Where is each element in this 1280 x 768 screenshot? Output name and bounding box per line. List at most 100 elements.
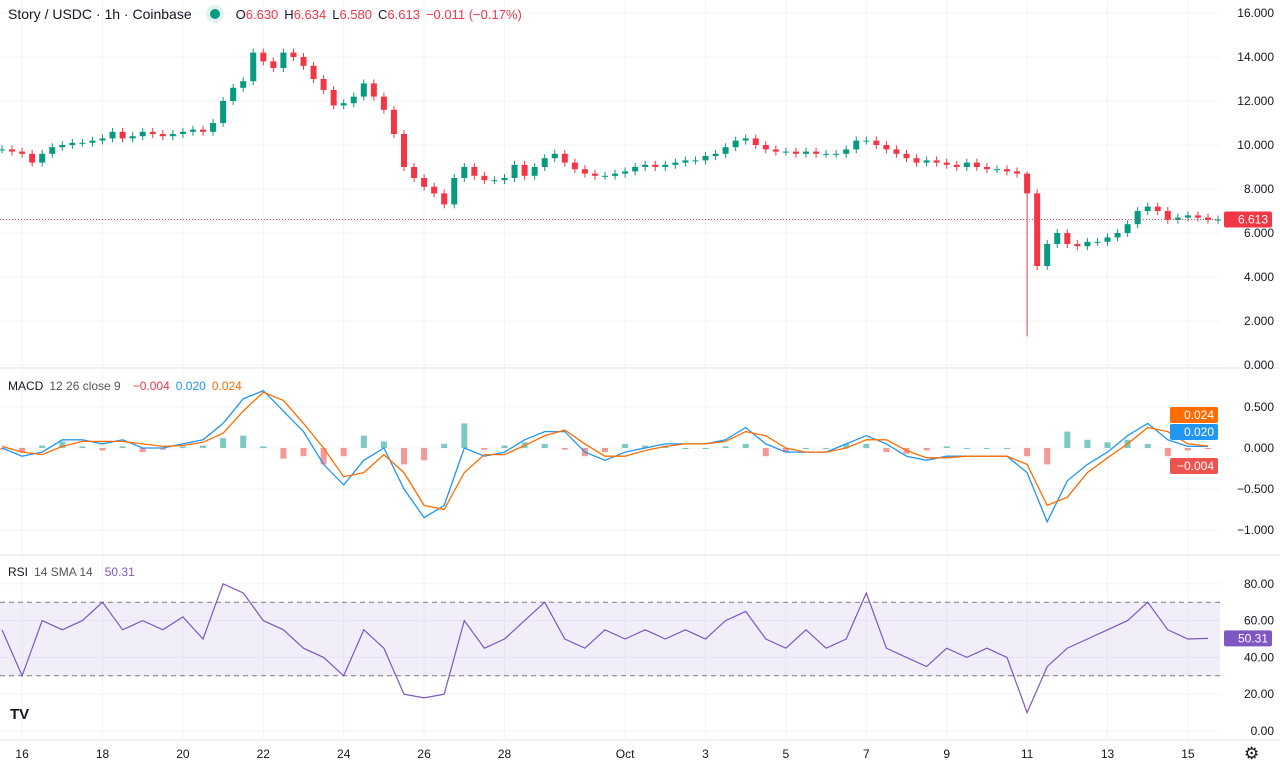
price-axis-tick-label: 14.000 [1237,50,1274,64]
macd-histogram-bar [943,446,950,448]
macd-histogram-bar [220,438,227,448]
gear-icon[interactable]: ⚙ [1244,744,1260,763]
candle-body [913,158,920,163]
macd-name: MACD [8,379,44,393]
macd-histogram-bar [702,448,709,449]
candles [0,48,1222,337]
candle-body [179,131,186,134]
candle-body [501,178,508,181]
price-axis-tick-label: 2.000 [1244,314,1274,328]
candle-body [541,158,548,167]
candle-body [813,151,820,154]
macd-histogram-bar [722,446,729,448]
x-tick-label: 20 [176,747,190,761]
x-tick-label: 26 [417,747,431,761]
macd-histogram-bar [622,443,629,448]
x-tick-label: 3 [702,747,709,761]
x-tick-label: 11 [1021,747,1034,761]
candle-body [109,131,116,139]
macd-histogram-bar [1205,448,1211,449]
candle-body [481,175,488,181]
price-axis-tick-label: 6.000 [1244,226,1274,240]
candle-body [9,149,16,152]
x-tick-label: 13 [1101,747,1115,761]
candle-body [742,138,749,141]
candle-body [340,103,347,106]
candle-body [461,167,468,178]
candle-body [350,96,357,104]
symbol-title[interactable]: Story / USDC · 1h · Coinbase [8,6,192,22]
candle-body [189,129,196,132]
macd-axis-tick-label: 0.500 [1244,400,1274,414]
macd-histogram-bar [461,423,468,448]
candle-body [792,151,799,154]
candle-body [782,151,789,153]
x-tick-label: 9 [943,747,950,761]
macd-badge [1170,424,1218,440]
candle-body [240,81,247,88]
macd-axis-tick-label: −0.500 [1237,482,1274,496]
rsi-axis-tick-label: 20.00 [1244,687,1274,701]
candle-body [260,52,267,62]
macd-histogram-bar [923,448,930,451]
candle-body [69,142,76,145]
macd-hist-value: −0.004 [132,379,170,393]
macd-axis-tick-label: −1.000 [1237,523,1274,537]
rsi-value: 50.31 [104,565,135,579]
candle-body [591,173,598,176]
signal-badge [1170,407,1218,423]
candle-body [79,142,86,144]
price-axis-tick-label: 4.000 [1244,270,1274,284]
rsi-badge-text: 50.31 [1238,631,1268,645]
candle-body [1094,241,1101,243]
macd-histogram-bar [1064,431,1071,448]
hist-badge [1170,458,1218,474]
candle-body [159,134,166,137]
macd-histogram-bar [59,441,66,448]
candle-body [943,162,950,165]
candle-body [1154,206,1161,211]
macd-histogram-bar [441,443,448,448]
macd-histogram-bar [602,448,608,453]
candle-body [581,169,588,174]
candle-body [772,149,779,152]
rsi-name: RSI [8,565,29,579]
macd-histogram-bar [762,448,769,457]
x-tick-label: 16 [15,747,29,761]
macd-histogram-bar [280,448,287,459]
candle-body [521,164,528,176]
candle-body [1004,169,1010,172]
candle-body [401,134,407,167]
rsi-legend[interactable]: RSI 14 SMA 14 50.31 [8,565,135,579]
tradingview-logo[interactable]: TV [10,706,30,723]
macd-histogram-bar [39,445,46,448]
candle-body [803,151,809,154]
candle-body [29,153,36,163]
candle-body [571,162,578,170]
ohlc-open: O6.630 [236,7,279,22]
candle-body [39,153,46,163]
candle-body [1104,237,1111,242]
macd-histogram-bar [682,448,689,449]
candle-body [612,173,619,176]
candle-body [672,162,679,165]
high-value: 6.634 [293,6,327,22]
candle-body [99,138,106,141]
price-axis-tick-label: 12.000 [1237,94,1274,108]
candle-body [722,147,729,154]
candle-body [431,186,438,194]
macd-histogram-bar [742,443,749,448]
price-axis-tick-label: 0.000 [1244,358,1274,372]
candle-body [49,147,56,154]
macd-histogram-bar [79,446,86,448]
candle-body [1144,206,1151,211]
candle-body [411,167,418,178]
macd-histogram-bar [119,446,126,448]
rsi-axis-tick-label: 0.00 [1251,724,1275,738]
ohlc-low: L6.580 [332,7,372,22]
candle-body [380,96,387,110]
candle-body [89,140,96,143]
candle-body [973,162,980,167]
macd-legend[interactable]: MACD 12 26 close 9 −0.004 0.020 0.024 [8,379,242,393]
